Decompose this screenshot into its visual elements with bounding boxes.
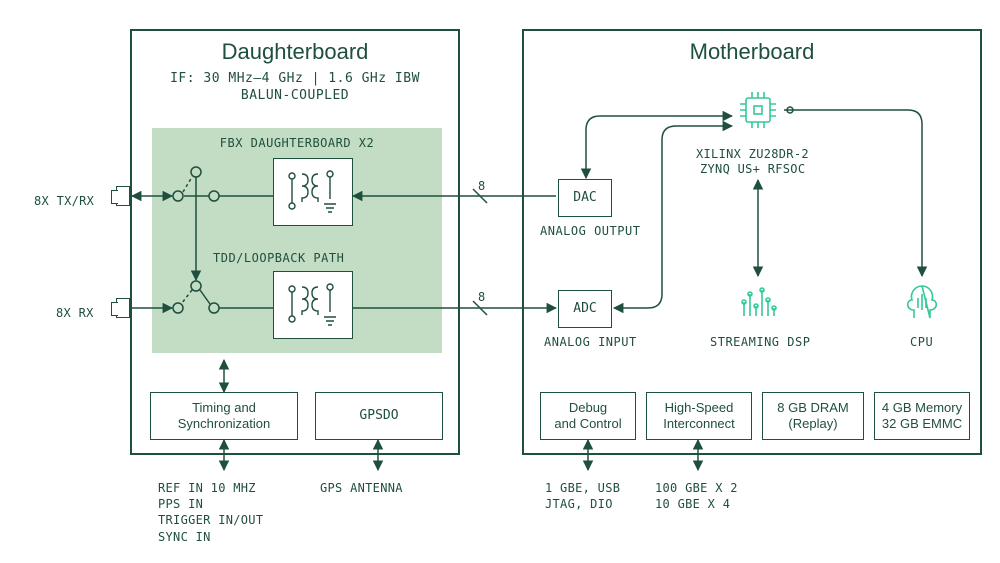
- dsp-icon: [738, 280, 782, 329]
- hsi-ext-label: 100 GBE X 2 10 GBE X 4: [655, 480, 738, 512]
- adc-label: ANALOG INPUT: [544, 335, 637, 349]
- motherboard-title: Motherboard: [524, 39, 980, 65]
- balun-box-1: [273, 158, 353, 226]
- chip-line1: XILINX ZU28DR-2: [696, 146, 809, 162]
- dac-box: DAC: [558, 179, 612, 217]
- bus-count-1: 8: [478, 178, 486, 194]
- chip-icon: [734, 86, 782, 139]
- daughterboard-title: Daughterboard: [132, 39, 458, 65]
- adc-box: ADC: [558, 290, 612, 328]
- gpsdo-box: GPSDO: [315, 392, 443, 440]
- port-txrx-label: 8X TX/RX: [34, 193, 94, 209]
- dram-box: 8 GB DRAM (Replay): [762, 392, 864, 440]
- daughterboard-spec1: IF: 30 MHz–4 GHz | 1.6 GHz IBW: [132, 71, 458, 86]
- tdd-label: TDD/LOOPBACK PATH: [213, 251, 344, 265]
- gps-antenna-label: GPS ANTENNA: [320, 480, 403, 496]
- debug-box: Debug and Control: [540, 392, 636, 440]
- port-txrx: [116, 186, 130, 206]
- port-rx: [116, 298, 130, 318]
- ref-labels: REF IN 10 MHZ PPS IN TRIGGER IN/OUT SYNC…: [158, 480, 263, 545]
- cpu-label: CPU: [910, 335, 933, 349]
- timing-box: Timing and Synchronization: [150, 392, 298, 440]
- cpu-icon: [900, 280, 944, 329]
- port-rx-label: 8X RX: [56, 305, 94, 321]
- mem-box: 4 GB Memory 32 GB EMMC: [874, 392, 970, 440]
- daughterboard-spec2: BALUN-COUPLED: [132, 88, 458, 103]
- balun-box-2: [273, 271, 353, 339]
- dsp-label: STREAMING DSP: [710, 335, 810, 349]
- hsi-box: High-Speed Interconnect: [646, 392, 752, 440]
- fbx-title: FBX DAUGHTERBOARD X2: [152, 128, 442, 150]
- debug-ext-label: 1 GBE, USB JTAG, DIO: [545, 480, 620, 512]
- chip-line2: ZYNQ US+ RFSOC: [700, 161, 805, 177]
- bus-count-2: 8: [478, 289, 486, 305]
- dac-label: ANALOG OUTPUT: [540, 224, 640, 238]
